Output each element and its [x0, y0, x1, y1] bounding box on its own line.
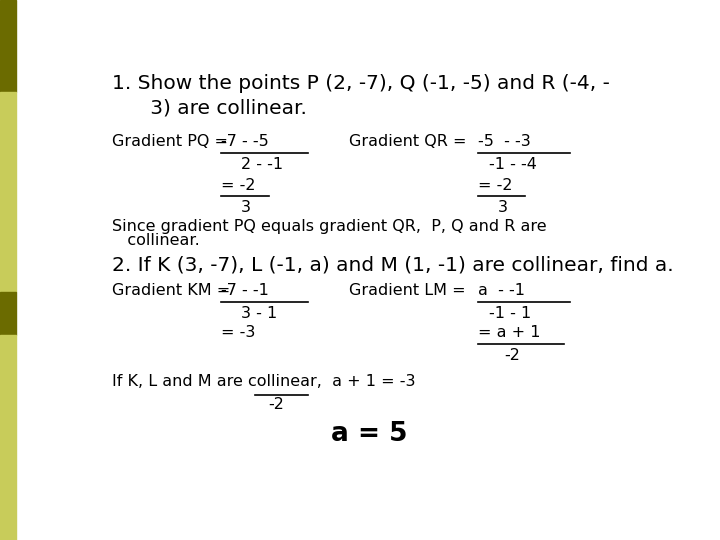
Point	[217, 150, 225, 157]
Text: -5  - -3: -5 - -3	[478, 134, 531, 149]
Text: Gradient KM =: Gradient KM =	[112, 282, 235, 298]
Point	[251, 392, 259, 398]
Point	[303, 299, 312, 305]
Text: = -2: = -2	[478, 178, 513, 193]
Point	[217, 193, 225, 199]
Text: 3: 3	[240, 199, 251, 214]
Text: 3) are collinear.: 3) are collinear.	[112, 99, 307, 118]
Text: Gradient QR =: Gradient QR =	[349, 134, 472, 149]
Point	[474, 193, 482, 199]
Text: Gradient PQ =: Gradient PQ =	[112, 134, 233, 149]
Point	[566, 150, 575, 157]
Text: -7 - -1: -7 - -1	[221, 282, 269, 298]
Text: collinear.: collinear.	[112, 233, 200, 248]
Text: -1 - -4: -1 - -4	[489, 157, 537, 172]
Text: = -3: = -3	[221, 326, 256, 341]
Text: -2: -2	[505, 348, 521, 362]
Text: a  - -1: a - -1	[478, 282, 525, 298]
Point	[521, 193, 530, 199]
Text: = -2: = -2	[221, 178, 256, 193]
Text: 1. Show the points P (2, -7), Q (-1, -5) and R (-4, -: 1. Show the points P (2, -7), Q (-1, -5)…	[112, 74, 610, 93]
Text: -2: -2	[269, 397, 284, 413]
Point	[474, 150, 482, 157]
Point	[217, 299, 225, 305]
Text: -7 - -5: -7 - -5	[221, 134, 269, 149]
Text: = a + 1: = a + 1	[478, 326, 540, 341]
Point	[474, 341, 482, 347]
Point	[560, 341, 569, 347]
Text: 3 - 1: 3 - 1	[240, 306, 277, 321]
Point	[303, 392, 312, 398]
Point	[474, 299, 482, 305]
Text: -1 - 1: -1 - 1	[489, 306, 531, 321]
Point	[566, 299, 575, 305]
Point	[264, 193, 273, 199]
Text: If K, L and M are collinear,  a + 1 = -3: If K, L and M are collinear, a + 1 = -3	[112, 374, 416, 389]
Point	[303, 150, 312, 157]
Text: Since gradient PQ equals gradient QR,  P, Q and R are: Since gradient PQ equals gradient QR, P,…	[112, 219, 547, 234]
Text: 3: 3	[498, 199, 508, 214]
Text: a = 5: a = 5	[330, 421, 408, 447]
Text: 2 - -1: 2 - -1	[240, 157, 283, 172]
Text: Gradient LM =: Gradient LM =	[349, 282, 471, 298]
Text: 2. If K (3, -7), L (-1, a) and M (1, -1) are collinear, find a.: 2. If K (3, -7), L (-1, a) and M (1, -1)…	[112, 256, 674, 275]
